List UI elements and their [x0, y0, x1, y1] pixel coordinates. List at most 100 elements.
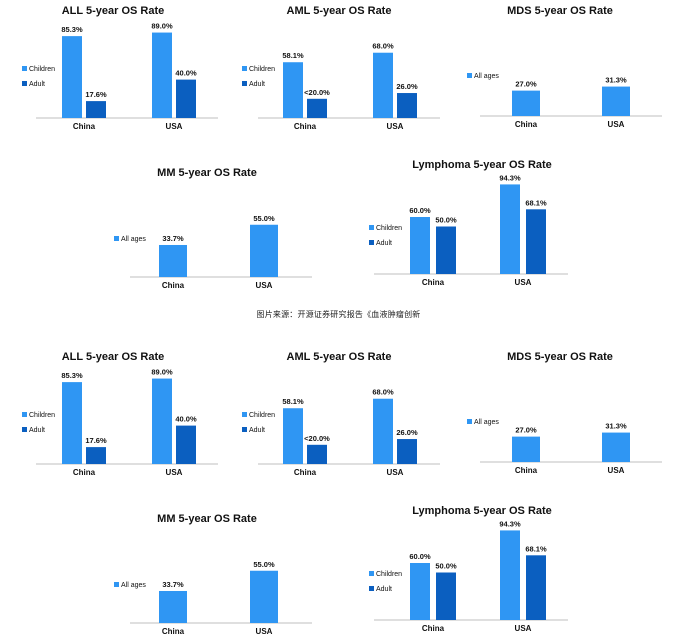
legend-label-c1-p2-adult: Adult [249, 81, 265, 88]
category-label-c1-p3-usa: USA [608, 120, 625, 129]
category-label-c2-p1-usa: USA [166, 468, 183, 477]
bar-c2-p5-adult-usa [526, 555, 546, 620]
data-label-c1-p2-children-china: 58.1% [282, 51, 304, 60]
data-label-c1-p5-children-usa: 94.3% [499, 173, 521, 182]
bar-c2-p4-all-ages-usa [250, 570, 278, 623]
bar-c1-p4-all-ages-usa [250, 224, 278, 277]
category-label-c2-p4-usa: USA [256, 627, 273, 636]
bar-c1-p2-children-usa [373, 52, 393, 118]
legend-label-c2-p5-adult: Adult [376, 586, 392, 593]
legend-label-c2-p2-adult: Adult [249, 427, 265, 434]
bar-c2-p3-all-ages-usa [602, 432, 630, 462]
data-label-c2-p5-children-china: 60.0% [409, 552, 431, 561]
legend-label-c2-p1-adult: Adult [29, 427, 45, 434]
legend-label-c2-p5-children: Children [376, 571, 402, 578]
bar-c1-p4-all-ages-china [159, 244, 187, 277]
data-label-c1-p4-all-ages-china: 33.7% [162, 234, 184, 243]
bar-c2-p5-children-usa [500, 530, 520, 620]
category-label-c2-p3-usa: USA [608, 466, 625, 475]
category-label-c2-p4-china: China [162, 627, 185, 636]
bar-c2-p2-children-usa [373, 398, 393, 464]
bar-c1-p1-adult-usa [176, 79, 196, 118]
legend-label-c1-p5-adult: Adult [376, 240, 392, 247]
data-label-c1-p1-children-china: 85.3% [61, 25, 83, 34]
bar-c2-p3-all-ages-china [512, 436, 540, 462]
legend-swatch-c2-p1-children [22, 412, 27, 417]
category-label-c1-p1-usa: USA [166, 122, 183, 131]
data-label-c1-p4-all-ages-usa: 55.0% [253, 214, 275, 223]
bar-c1-p2-children-china [283, 62, 303, 118]
legend-swatch-c1-p2-adult [242, 81, 247, 86]
category-label-c1-p2-china: China [294, 122, 317, 131]
data-label-c1-p2-children-usa: 68.0% [372, 42, 394, 51]
category-label-c1-p4-usa: USA [256, 281, 273, 290]
data-label-c1-p2-adult-usa: 26.0% [396, 82, 418, 91]
category-label-c2-p5-usa: USA [515, 624, 532, 633]
bar-c1-p3-all-ages-china [512, 90, 540, 116]
legend-swatch-c2-p4-all-ages [114, 582, 119, 587]
chart-title-c2-p1: ALL 5-year OS Rate [62, 351, 165, 363]
legend-swatch-c1-p4-all-ages [114, 236, 119, 241]
bar-c2-p2-adult-china [307, 444, 327, 464]
data-label-c2-p4-all-ages-china: 33.7% [162, 580, 184, 589]
legend-label-c1-p5-children: Children [376, 225, 402, 232]
legend-label-c1-p4-all-ages: All ages [121, 236, 146, 243]
data-label-c1-p1-adult-china: 17.6% [85, 90, 107, 99]
bar-c2-p1-children-usa [152, 378, 172, 464]
legend-swatch-c2-p5-adult [369, 586, 374, 591]
bar-c1-p1-children-china [62, 36, 82, 118]
data-label-c2-p2-children-china: 58.1% [282, 397, 304, 406]
legend-swatch-c1-p5-adult [369, 240, 374, 245]
chart-title-c2-p4: MM 5-year OS Rate [157, 513, 257, 525]
legend-swatch-c2-p2-children [242, 412, 247, 417]
category-label-c1-p3-china: China [515, 120, 538, 129]
legend-swatch-c1-p1-adult [22, 81, 27, 86]
bar-c1-p3-all-ages-usa [602, 86, 630, 116]
bar-c1-p5-adult-usa [526, 209, 546, 274]
data-label-c2-p2-adult-china: <20.0% [304, 434, 330, 443]
data-label-c2-p1-children-china: 85.3% [61, 371, 83, 380]
data-label-c2-p1-adult-china: 17.6% [85, 436, 107, 445]
chart-title-c1-p1: ALL 5-year OS Rate [62, 5, 165, 17]
data-label-c1-p5-adult-china: 50.0% [435, 216, 457, 225]
category-label-c2-p3-china: China [515, 466, 538, 475]
bar-c2-p1-children-china [62, 382, 82, 464]
legend-swatch-c2-p2-adult [242, 427, 247, 432]
legend-label-c1-p2-children: Children [249, 66, 275, 73]
legend-swatch-c1-p5-children [369, 225, 374, 230]
category-label-c2-p1-china: China [73, 468, 96, 477]
bar-c1-p2-adult-china [307, 98, 327, 118]
category-label-c2-p2-china: China [294, 468, 317, 477]
bar-c1-p1-children-usa [152, 32, 172, 119]
legend-label-c2-p3-all-ages: All ages [474, 419, 499, 426]
category-label-c2-p2-usa: USA [387, 468, 404, 477]
legend-label-c1-p1-adult: Adult [29, 81, 45, 88]
legend-label-c1-p3-all-ages: All ages [474, 73, 499, 80]
data-label-c2-p1-adult-usa: 40.0% [175, 415, 197, 424]
chart-title-c2-p3: MDS 5-year OS Rate [507, 351, 613, 363]
bar-c2-p1-adult-china [86, 447, 106, 464]
legend-swatch-c1-p1-children [22, 66, 27, 71]
category-label-c1-p1-china: China [73, 122, 96, 131]
legend-label-c2-p4-all-ages: All ages [121, 582, 146, 589]
legend-swatch-c1-p2-children [242, 66, 247, 71]
data-label-c2-p5-adult-usa: 68.1% [525, 544, 547, 553]
category-label-c1-p2-usa: USA [387, 122, 404, 131]
chart-title-c1-p2: AML 5-year OS Rate [287, 5, 392, 17]
legend-label-c2-p2-children: Children [249, 412, 275, 419]
chart-title-c1-p5: Lymphoma 5-year OS Rate [412, 159, 552, 171]
legend-swatch-c2-p1-adult [22, 427, 27, 432]
bar-c2-p1-adult-usa [176, 425, 196, 464]
category-label-c1-p5-usa: USA [515, 278, 532, 287]
data-label-c2-p3-all-ages-china: 27.0% [515, 426, 537, 435]
bar-c1-p1-adult-china [86, 101, 106, 118]
data-label-c1-p5-adult-usa: 68.1% [525, 198, 547, 207]
chart-title-c2-p2: AML 5-year OS Rate [287, 351, 392, 363]
data-label-c1-p3-all-ages-usa: 31.3% [605, 76, 627, 85]
data-label-c1-p1-children-usa: 89.0% [151, 22, 173, 31]
legend-swatch-c2-p3-all-ages [467, 419, 472, 424]
data-label-c2-p3-all-ages-usa: 31.3% [605, 422, 627, 431]
data-label-c1-p1-adult-usa: 40.0% [175, 69, 197, 78]
data-label-c2-p2-children-usa: 68.0% [372, 388, 394, 397]
